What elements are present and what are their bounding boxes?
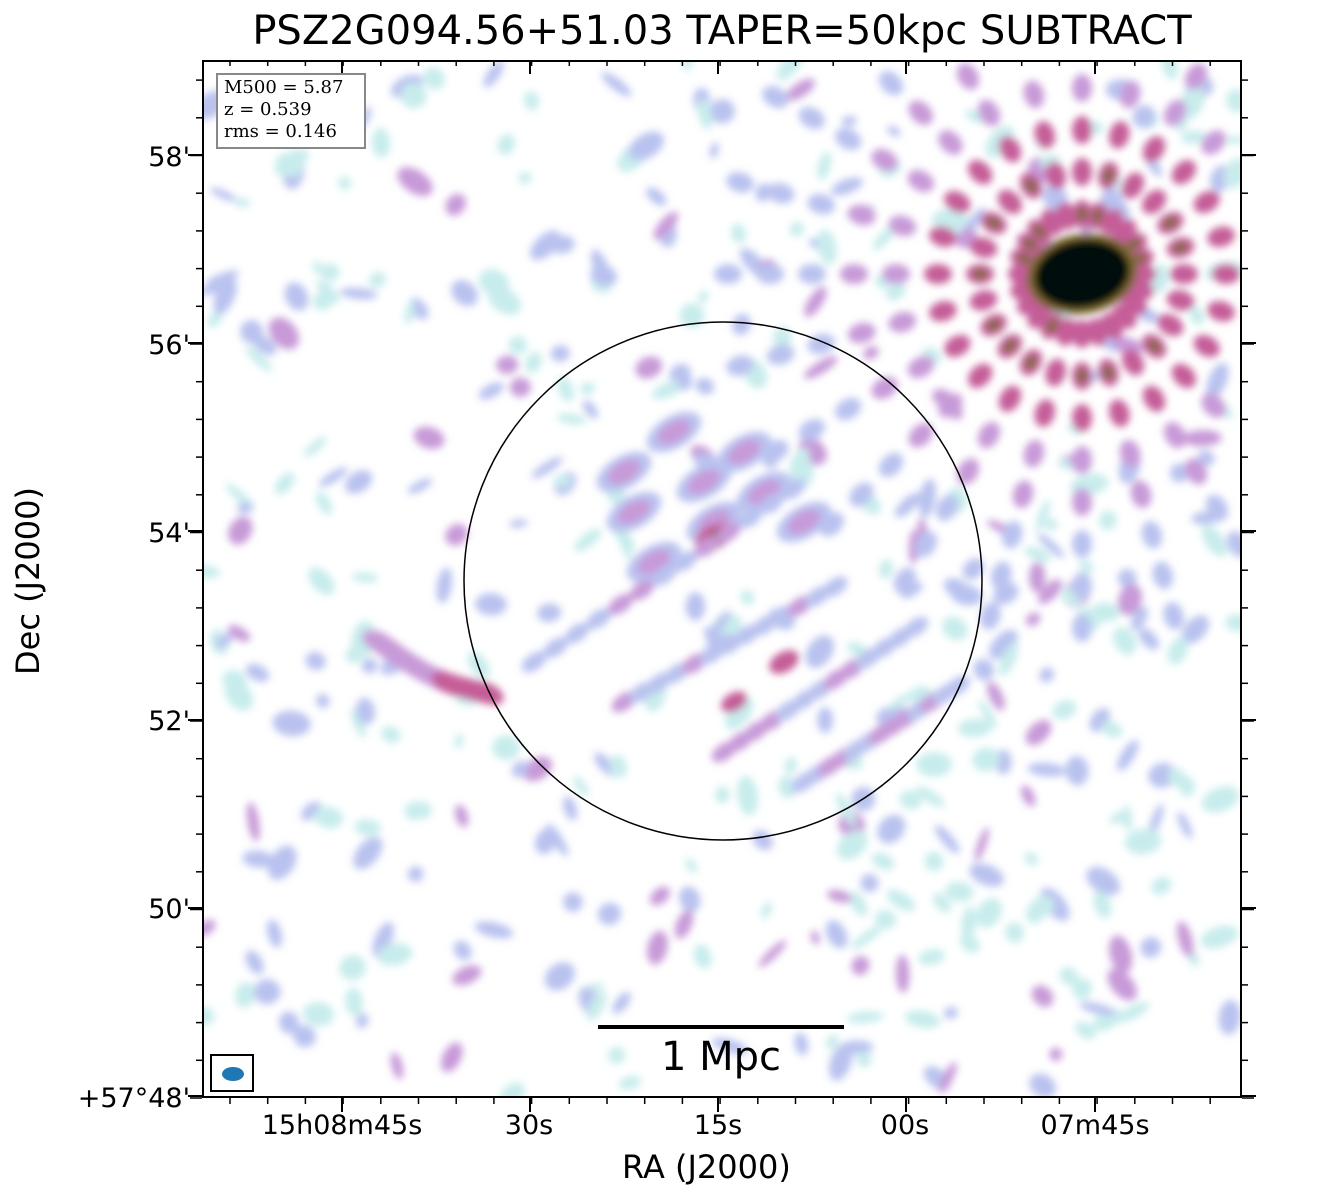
x-axis-label: RA (J2000) (622, 1148, 791, 1186)
x-tick-label: 15h08m45s (261, 1110, 423, 1141)
beam-box (210, 1054, 254, 1092)
rms-text: rms = 0.146 (224, 121, 337, 142)
redshift-text: z = 0.539 (224, 99, 312, 120)
beam-ellipse (222, 1067, 244, 1081)
cluster-info-box: M500 = 5.87 z = 0.539 rms = 0.146 (216, 73, 366, 149)
scale-bar-label: 1 Mpc (660, 1034, 782, 1080)
mass-text: M500 = 5.87 (224, 77, 344, 98)
radio-map (202, 60, 1242, 1098)
x-tick-label: 15s (693, 1110, 743, 1141)
scale-bar (598, 1025, 844, 1029)
y-tick-label: 56' (148, 330, 190, 361)
y-axis-label: Dec (J2000) (9, 487, 47, 675)
x-tick-label: 00s (880, 1110, 930, 1141)
y-tick-label: 58' (148, 142, 190, 173)
y-tick-label: 52' (148, 706, 190, 737)
x-tick-label: 07m45s (1040, 1110, 1150, 1141)
x-tick-label: 30s (504, 1110, 554, 1141)
y-tick-label: 54' (148, 518, 190, 549)
emission-layer (204, 62, 1240, 1096)
r500-circle (463, 321, 983, 841)
y-tick-label: 50' (148, 894, 190, 925)
figure-title: PSZ2G094.56+51.03 TAPER=50kpc SUBTRACT (252, 8, 1192, 54)
y-tick-label: +57°48' (77, 1083, 190, 1114)
